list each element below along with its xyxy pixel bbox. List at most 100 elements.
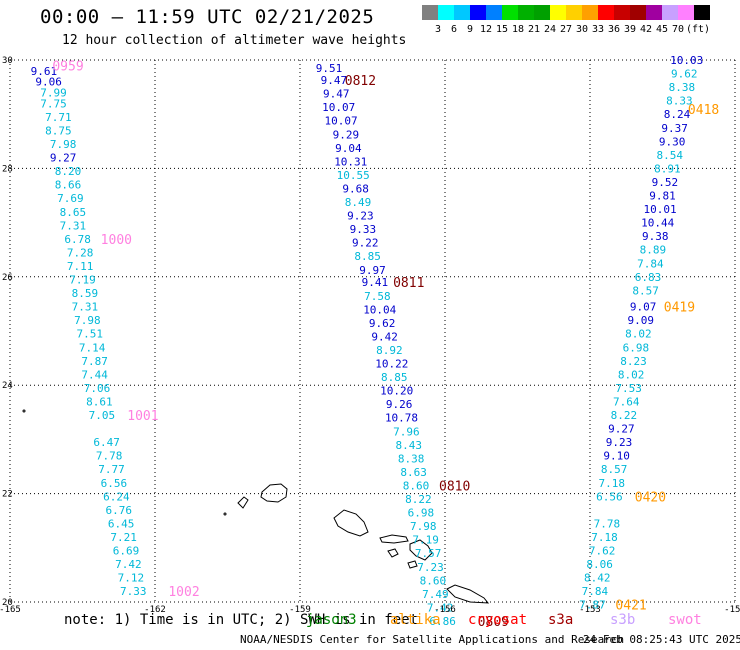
wave-height-value: 8.57	[632, 284, 659, 297]
satellite-label-cryosat: cryosat	[468, 612, 528, 628]
wave-height-value: 7.78	[594, 517, 621, 530]
wave-height-value: 9.07	[630, 301, 657, 314]
color-scale-label: 42	[639, 24, 653, 35]
map-title: 00:00 – 11:59 UTC 02/21/2025	[40, 6, 375, 28]
color-scale-label: 27	[559, 24, 573, 35]
pass-time-label: 0811	[393, 276, 424, 291]
wave-height-value: 7.42	[427, 601, 454, 614]
wave-height-value: 9.10	[603, 450, 630, 463]
wave-height-value: 9.51	[316, 62, 343, 75]
color-scale-label: 6	[450, 24, 458, 35]
wave-height-value: 9.41	[362, 276, 389, 289]
wave-height-value: 10.22	[375, 358, 408, 371]
units-note: note: 1) Time is in UTC; 2) SWH is in fe…	[64, 612, 419, 628]
color-scale-label: 70	[671, 24, 685, 35]
wave-height-value: 10.44	[641, 217, 674, 230]
wave-height-value: 7.33	[120, 585, 147, 598]
hawaii-coastline	[22, 409, 490, 604]
color-scale-label: 12	[479, 24, 493, 35]
wave-height-value: 7.31	[60, 219, 87, 232]
wave-height-value: 7.96	[393, 425, 420, 438]
big-island	[446, 584, 490, 604]
wave-height-value: 7.31	[72, 301, 99, 314]
wave-height-value: 8.42	[584, 572, 611, 585]
wave-height-value: 7.87	[579, 599, 606, 612]
color-swatch	[678, 5, 694, 20]
wave-height-value: 7.84	[637, 257, 664, 270]
pass-time-label: 0812	[345, 74, 376, 89]
color-swatch	[454, 5, 470, 20]
color-scale-label: 15	[495, 24, 509, 35]
graticule-grid	[9, 59, 736, 603]
wave-height-value: 8.57	[601, 463, 628, 476]
latitude-tick-label: 24	[2, 381, 13, 391]
wave-height-value: 9.62	[671, 68, 698, 81]
pass-time-label: 1002	[168, 585, 199, 600]
wave-height-value: 9.42	[371, 330, 398, 343]
wave-height-value: 6.76	[106, 504, 133, 517]
color-swatch	[438, 5, 454, 20]
wave-height-value: 6.45	[108, 517, 135, 530]
longitude-tick-label: -159	[289, 605, 311, 615]
lanai-island	[387, 548, 399, 558]
color-swatch	[646, 5, 662, 20]
molokai-island	[379, 534, 409, 544]
wave-height-value: 7.14	[79, 341, 106, 354]
color-scale-label: 33	[591, 24, 605, 35]
wave-height-value: 7.49	[422, 588, 449, 601]
wave-height-value: 6.47	[93, 436, 120, 449]
wave-height-value: 9.27	[608, 423, 635, 436]
wave-height-value: 9.61	[31, 65, 58, 78]
color-swatch	[502, 5, 518, 20]
wave-height-value: 8.66	[55, 179, 82, 192]
wave-height-value: 6.98	[408, 507, 435, 520]
wave-height-value: 6.56	[101, 477, 128, 490]
wave-height-value: 8.22	[405, 493, 432, 506]
kahoolawe-island	[407, 560, 418, 569]
color-scale-label: 30	[575, 24, 589, 35]
wave-height-value: 6.83	[635, 271, 662, 284]
longitude-tick-label: -156	[434, 605, 456, 615]
pass-time-label: 0959	[52, 59, 83, 74]
map-subtitle: 12 hour collection of altimeter wave hei…	[62, 33, 407, 48]
wave-height-value: 7.99	[40, 87, 67, 100]
wave-height-value: 8.75	[45, 124, 72, 137]
wave-height-value: 7.58	[364, 290, 391, 303]
color-scale-label: 36	[607, 24, 621, 35]
latitude-tick-label: 22	[2, 490, 13, 500]
wave-height-value: 8.59	[72, 287, 99, 300]
oahu-island	[333, 509, 369, 537]
wave-height-value: 8.33	[666, 95, 693, 108]
wave-height-value: 8.49	[345, 196, 372, 209]
wave-height-value: 9.52	[652, 176, 679, 189]
color-swatch	[662, 5, 678, 20]
altimeter-tracks: 9.619.067.997.757.718.757.989.278.208.66…	[31, 54, 720, 630]
wave-height-value: 8.54	[657, 149, 684, 162]
color-swatch	[582, 5, 598, 20]
nihoa-island	[223, 512, 227, 516]
pass-time-label: 1000	[101, 233, 132, 248]
wave-height-value: 10.20	[380, 385, 413, 398]
color-scale-label: 21	[527, 24, 541, 35]
wave-height-value: 7.62	[589, 545, 616, 558]
wave-height-value: 9.30	[659, 135, 686, 148]
pass-time-label: 0421	[615, 599, 646, 614]
satellite-label-jason3: jason3	[306, 612, 357, 628]
wave-height-value: 7.98	[50, 138, 77, 151]
wave-height-value: 8.20	[55, 165, 82, 178]
wave-height-value: 7.18	[591, 531, 618, 544]
wave-height-value: 7.98	[74, 314, 101, 327]
latitude-tick-label: 20	[2, 598, 13, 608]
color-swatch	[534, 5, 550, 20]
wave-height-value: 9.26	[386, 398, 413, 411]
wave-height-value: 9.23	[347, 210, 374, 223]
wave-height-value: 10.04	[363, 303, 396, 316]
wave-height-value: 8.85	[354, 250, 381, 263]
color-swatch	[422, 5, 438, 20]
wave-height-value: 10.03	[670, 54, 703, 67]
wave-height-value: 7.98	[410, 520, 437, 533]
pass-time-label: 0420	[635, 490, 666, 505]
wave-height-value: 10.07	[322, 101, 355, 114]
wave-height-value: 7.77	[98, 463, 125, 476]
color-scale-label: 18	[511, 24, 525, 35]
